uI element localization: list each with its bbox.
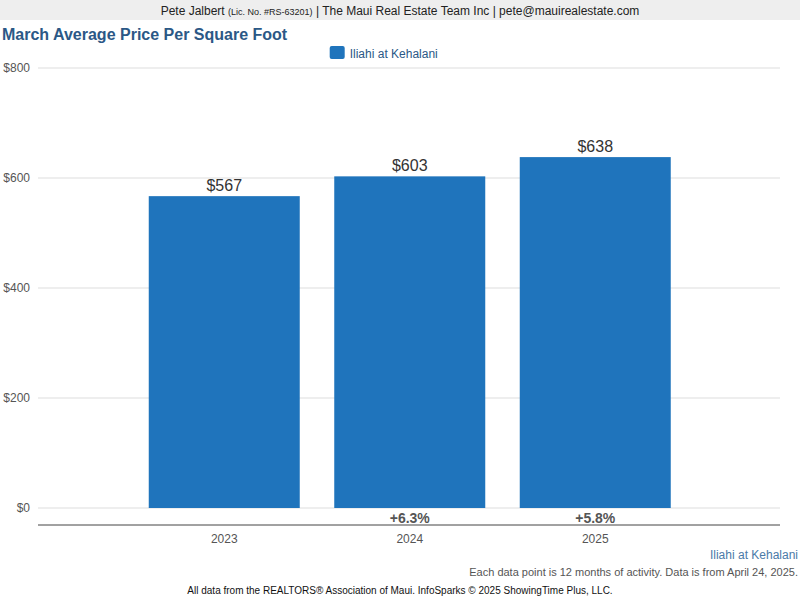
bar bbox=[520, 157, 671, 508]
x-tick-label: 2025 bbox=[582, 532, 609, 546]
x-axis: 2023 2024 2025 bbox=[211, 532, 609, 546]
bar bbox=[149, 196, 300, 508]
data-labels: $567 $603 $638 bbox=[206, 138, 613, 194]
y-tick-label: $200 bbox=[3, 391, 30, 405]
header-company: | The Maui Real Estate Team Inc | pete@m… bbox=[313, 4, 640, 18]
caption: Iliahi at Kehalani bbox=[710, 548, 798, 562]
legend-label: Iliahi at Kehalani bbox=[350, 47, 438, 61]
change-label: +5.8% bbox=[575, 510, 616, 526]
annotations: +6.3% +5.8% bbox=[390, 510, 616, 526]
y-axis: $0 $200 $400 $600 $800 bbox=[3, 61, 780, 515]
header-license: (Lic. No. #RS-63201) bbox=[228, 7, 313, 17]
header: Pete Jalbert (Lic. No. #RS-63201) | The … bbox=[161, 4, 640, 18]
title: March Average Price Per Square Foot bbox=[2, 26, 288, 43]
legend-swatch bbox=[330, 46, 345, 59]
x-tick-label: 2024 bbox=[396, 532, 423, 546]
legend: Iliahi at Kehalani bbox=[330, 46, 438, 61]
bar bbox=[334, 176, 485, 508]
chart: Pete Jalbert (Lic. No. #RS-63201) | The … bbox=[0, 0, 800, 600]
y-tick-label: $800 bbox=[3, 61, 30, 75]
header-bar bbox=[0, 0, 800, 20]
data-label: $567 bbox=[206, 177, 242, 194]
footer: All data from the REALTORS® Association … bbox=[187, 585, 612, 596]
grid-line bbox=[38, 68, 780, 69]
data-label: $603 bbox=[392, 157, 428, 174]
data-label: $638 bbox=[577, 138, 613, 155]
y-tick-label: $400 bbox=[3, 281, 30, 295]
y-tick-label: $600 bbox=[3, 171, 30, 185]
x-tick-label: 2023 bbox=[211, 532, 238, 546]
change-label: +6.3% bbox=[390, 510, 431, 526]
bars bbox=[149, 157, 671, 508]
header-name: Pete Jalbert bbox=[161, 4, 228, 18]
y-tick-label: $0 bbox=[17, 501, 31, 515]
note: Each data point is 12 months of activity… bbox=[469, 566, 798, 578]
